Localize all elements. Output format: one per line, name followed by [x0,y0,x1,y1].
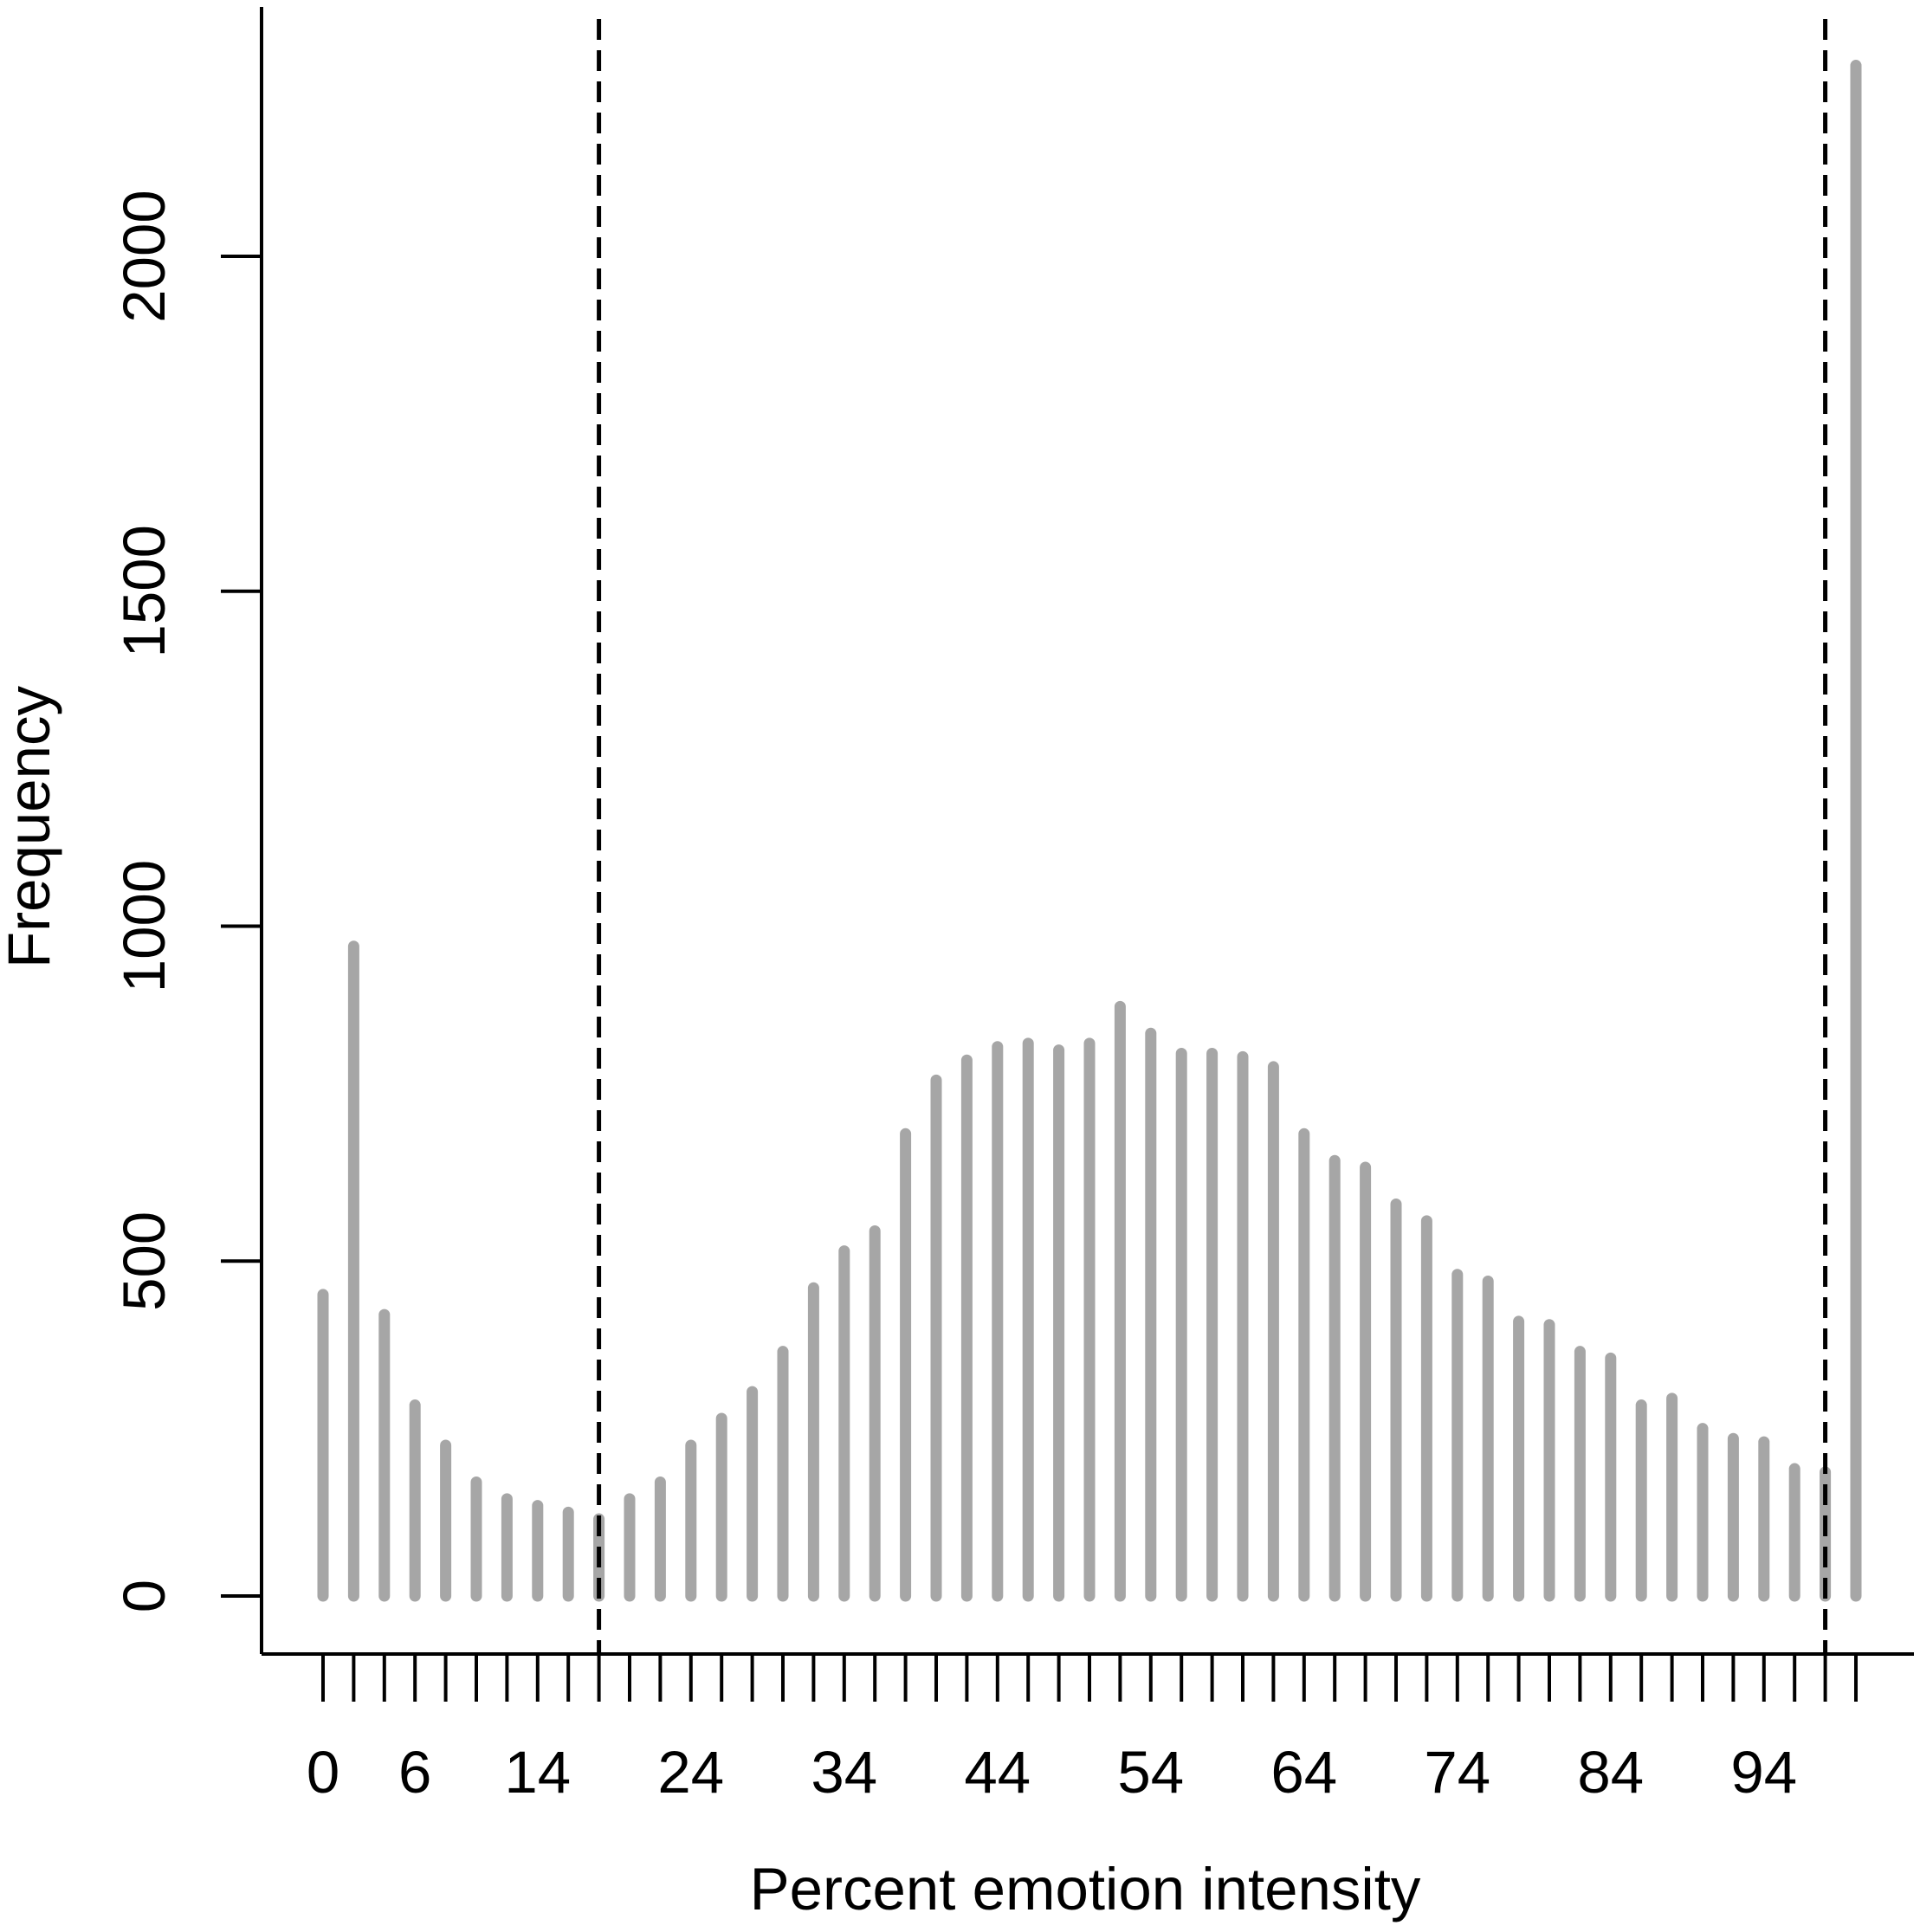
bars-group [317,60,1862,1602]
x-tick-label-14: 14 [504,1739,571,1806]
y-tick-label-0: 0 [111,1580,178,1612]
y-axis-title: Frequency [0,686,62,968]
y-axis: 0 500 1000 1500 2000 [111,7,263,1654]
x-axis: 0 6 14 24 34 44 54 64 74 84 94 [262,1652,1914,1806]
x-tick-label-44: 44 [964,1739,1031,1806]
x-tick-label-84: 84 [1577,1739,1644,1806]
x-tick-label-54: 54 [1117,1739,1184,1806]
x-tick-label-0: 0 [307,1739,339,1806]
x-tick-label-6: 6 [398,1739,431,1806]
x-tick-label-24: 24 [657,1739,724,1806]
y-tick-label-1000: 1000 [111,860,178,993]
x-tick-label-34: 34 [811,1739,877,1806]
x-tick-label-94: 94 [1730,1739,1797,1806]
y-tick-label-500: 500 [111,1212,178,1311]
x-tick-label-74: 74 [1424,1739,1490,1806]
y-tick-label-1500: 1500 [111,525,178,658]
cutoff-lines-group [597,19,1828,1654]
x-axis-title: Percent emotion intensity [750,1856,1421,1922]
y-tick-label-2000: 2000 [111,190,178,323]
x-tick-label-64: 64 [1270,1739,1337,1806]
